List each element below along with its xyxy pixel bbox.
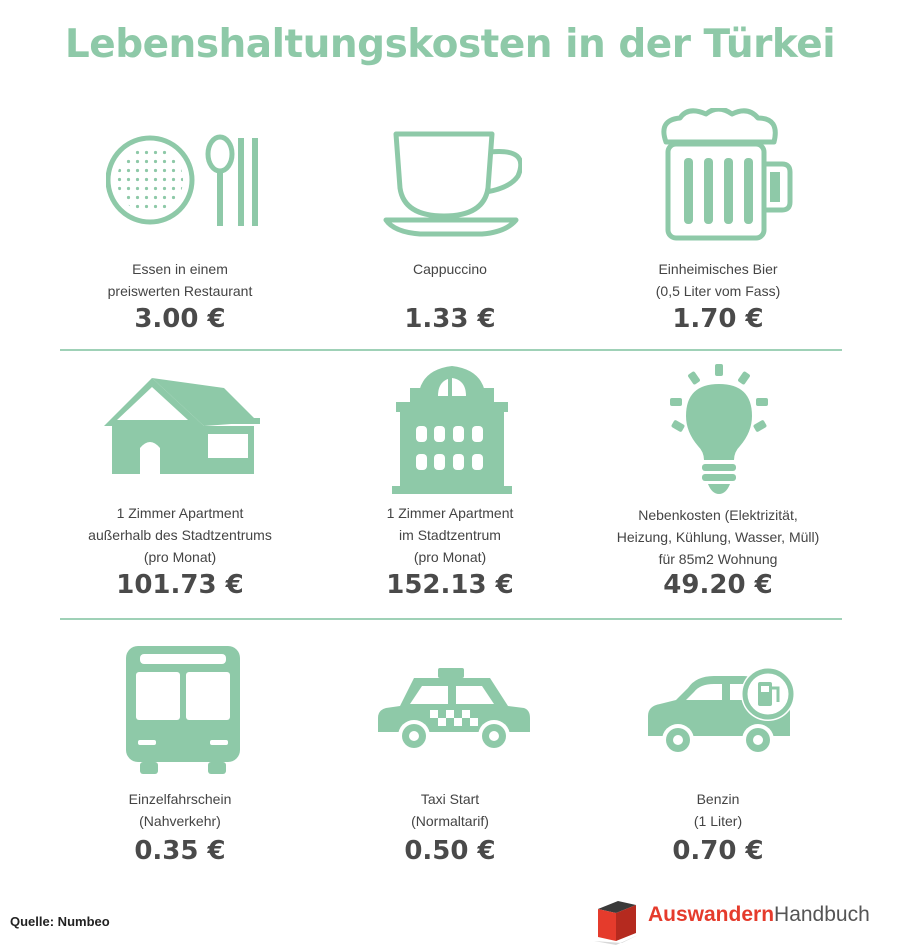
brand-logo: AuswandernHandbuch	[592, 895, 892, 945]
coffee-cup-icon	[382, 128, 524, 245]
beer-mug-icon	[658, 106, 798, 249]
cost-item-label: Einzelfahrschein (Nahverkehr)	[128, 791, 232, 829]
cost-item-price: 0.50 €	[404, 836, 496, 866]
cost-item-label: 1 Zimmer Apartment im Stadtzentrum (pro …	[386, 505, 514, 565]
cost-item-price: 3.00 €	[134, 304, 226, 334]
cost-item-label: Essen in einem preiswerten Restaurant	[107, 261, 253, 299]
cost-item-label: Nebenkosten (Elektrizität, Heizung, Kühl…	[616, 507, 820, 567]
book-logo-icon	[594, 901, 638, 945]
cost-item-ticket: Einzelfahrschein (Nahverkehr) 0.35 €	[30, 630, 330, 870]
cost-item-price: 1.33 €	[404, 304, 496, 334]
cost-item-price: 101.73 €	[116, 570, 244, 600]
apartment-building-icon	[392, 362, 512, 501]
light-bulb-icon	[664, 364, 774, 501]
divider	[60, 618, 842, 620]
cost-item-taxi: Taxi Start (Normaltarif) 0.50 €	[300, 630, 600, 870]
cost-item-apartment-center: 1 Zimmer Apartment im Stadtzentrum (pro …	[300, 360, 600, 610]
cost-item-apartment-outside: 1 Zimmer Apartment außerhalb des Stadtze…	[30, 360, 330, 610]
cost-item-restaurant: Essen in einem preiswerten Restaurant 3.…	[30, 100, 330, 340]
taxi-icon	[378, 666, 530, 761]
cost-item-label: 1 Zimmer Apartment außerhalb des Stadtze…	[88, 505, 272, 565]
divider	[60, 349, 842, 351]
cost-item-beer: Einheimisches Bier (0,5 Liter vom Fass) …	[568, 100, 868, 340]
cost-item-label: Cappuccino	[413, 261, 487, 277]
page-title: Lebenshaltungskosten in der Türkei	[64, 22, 836, 67]
cost-item-price: 0.70 €	[672, 836, 764, 866]
source-note: Quelle: Numbeo	[10, 914, 110, 929]
cost-item-label: Einheimisches Bier (0,5 Liter vom Fass)	[655, 261, 781, 299]
brand-name: AuswandernHandbuch	[648, 903, 870, 926]
cost-item-price: 1.70 €	[672, 304, 764, 334]
cost-item-label: Taxi Start (Normaltarif)	[411, 791, 489, 829]
plate-cutlery-icon	[105, 130, 266, 235]
cost-item-price: 49.20 €	[663, 570, 773, 600]
house-icon	[104, 374, 260, 483]
bus-icon	[126, 646, 242, 781]
cost-item-utilities: Nebenkosten (Elektrizität, Heizung, Kühl…	[568, 360, 868, 610]
cost-item-fuel: Benzin (1 Liter) 0.70 €	[568, 630, 868, 870]
car-fuel-icon	[648, 664, 804, 765]
cost-item-price: 0.35 €	[134, 836, 226, 866]
cost-item-price: 152.13 €	[386, 570, 514, 600]
cost-item-label: Benzin (1 Liter)	[693, 791, 743, 829]
cost-item-cappuccino: Cappuccino 1.33 €	[300, 100, 600, 340]
